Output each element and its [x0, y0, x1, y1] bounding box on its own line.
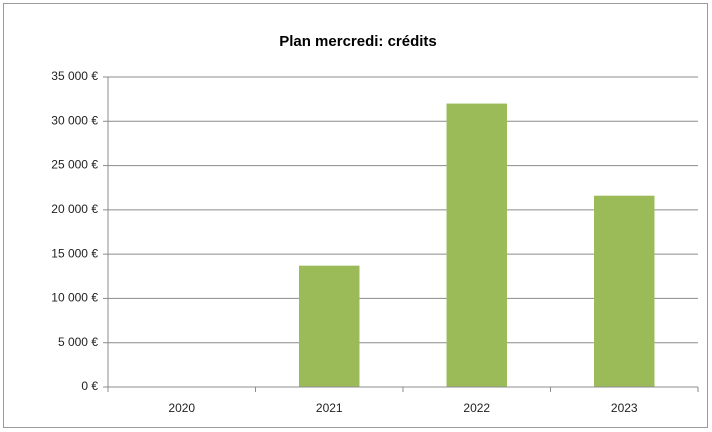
x-tick-label: 2020	[168, 401, 195, 415]
y-tick-label: 30 000 €	[51, 113, 98, 127]
x-tick-label: 2022	[463, 401, 490, 415]
chart-title: Plan mercredi: crédits	[279, 33, 437, 50]
y-tick-label: 10 000 €	[51, 291, 98, 305]
y-tick-label: 5 000 €	[58, 335, 98, 349]
y-tick-label: 25 000 €	[51, 158, 98, 172]
y-tick-label: 0 €	[81, 379, 98, 393]
y-tick-label: 20 000 €	[51, 202, 98, 216]
y-tick-label: 35 000 €	[51, 69, 98, 83]
x-tick-label: 2021	[316, 401, 343, 415]
y-tick-label: 15 000 €	[51, 246, 98, 260]
bar	[594, 195, 655, 387]
bar	[446, 103, 507, 388]
x-tick-label: 2023	[611, 401, 638, 415]
bar	[299, 265, 360, 387]
